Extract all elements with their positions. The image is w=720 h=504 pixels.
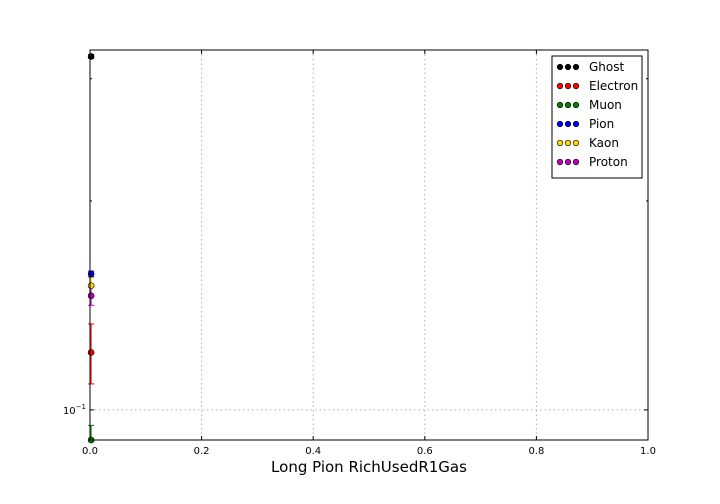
plot-frame [89,49,649,441]
x-tick-label: 1.0 [640,446,656,457]
legend-marker-kaon [564,139,572,147]
legend-marker-muon [556,101,564,109]
legend-marker-proton [556,158,564,166]
legend-marker-ghost [572,63,580,71]
legend-marker-ghost [556,63,564,71]
x-tick-label: 0.8 [528,446,544,457]
legend-marker-electron [564,82,572,90]
x-tick-label: 0.0 [82,446,98,457]
x-tick-label: 0.2 [194,446,210,457]
legend-box [551,55,643,179]
pion-point [87,270,95,278]
legend-label-electron: Electron [589,79,638,93]
proton-point [87,292,95,300]
y-tick-label: 10−1 [63,403,86,417]
legend-marker-electron [556,82,564,90]
legend-marker-proton [564,158,572,166]
axis-ticks: 0.0 0.2 0.4 0.6 0.8 1.0 10−1 [63,50,656,457]
legend-marker-pion [564,120,572,128]
legend-marker-ghost [564,63,572,71]
legend-label-kaon: Kaon [589,136,619,150]
electron-point [87,349,95,356]
legend-marker-kaon [556,139,564,147]
x-axis-label: Long Pion RichUsedR1Gas [271,458,467,476]
legend-marker-electron [572,82,580,90]
legend-marker-pion [556,120,564,128]
ghost-point [87,53,95,60]
legend: Ghost Electron Muon Pion Kaon Proton [551,55,643,179]
legend-marker-muon [572,101,580,109]
legend-label-muon: Muon [589,98,622,112]
legend-marker-muon [564,101,572,109]
x-tick-label: 0.6 [417,446,433,457]
legend-label-pion: Pion [589,117,614,131]
legend-marker-pion [572,120,580,128]
legend-marker-kaon [572,139,580,147]
legend-label-ghost: Ghost [589,60,624,74]
grid [90,50,648,440]
legend-marker-proton [572,158,580,166]
legend-label-proton: Proton [589,155,628,169]
kaon-point [87,282,95,289]
x-tick-label: 0.4 [305,446,321,457]
